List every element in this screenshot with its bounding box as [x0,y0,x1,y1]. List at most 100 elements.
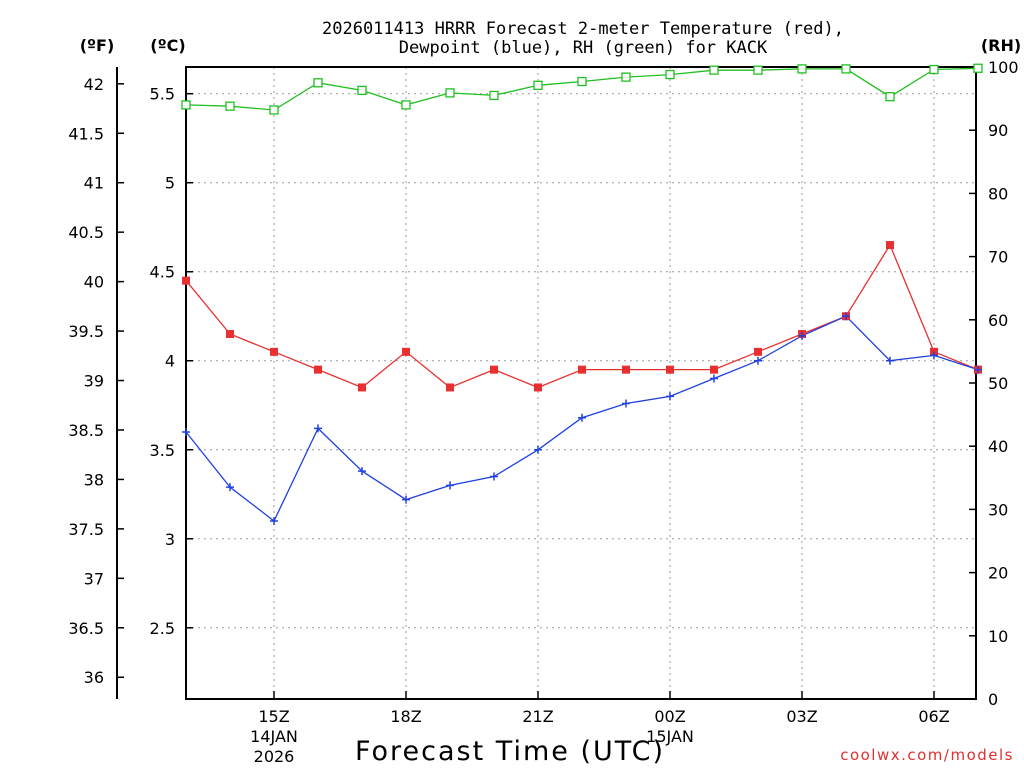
fahrenheit-tick-label: 40 [84,273,104,292]
time-tick-label: 03Z [786,707,817,726]
temperature-point [226,330,234,339]
rh-series-line [185,67,979,111]
rh-point [489,90,499,101]
temperature-point [710,365,718,374]
temperature-point [270,347,278,356]
temperature-point [314,365,322,374]
rh-point [313,78,323,88]
rh-point [181,100,191,110]
celsius-tick-label: 3 [165,530,175,549]
rh-point [797,64,807,74]
fahrenheit-tick-label: 36 [84,668,104,687]
temperature-point [534,383,542,392]
temperature-point [622,365,630,374]
fahrenheit-tick-label: 39 [84,372,104,391]
axis-unit-labels: (ºF) (ºC) (RH) [80,36,1021,55]
celsius-tick-label: 2.5 [150,619,175,638]
dewpoint-point [402,495,410,504]
rh-point [929,64,939,75]
dewpoint-point [182,427,190,436]
chart-title-line: Dewpoint (blue), RH (green) for KACK [399,38,768,58]
temperature-point [182,276,190,285]
time-tick-date-label: 2026 [254,747,295,766]
time-tick-label: 18Z [390,707,421,726]
rh-tick-label: 20 [988,564,1008,583]
dewpoint-point [490,472,498,481]
plot-frame [185,66,977,700]
rh-point [445,88,455,98]
temperature-point [446,383,454,392]
rh-tick-label: 70 [988,248,1008,267]
dewpoint-point [666,392,674,401]
rh-tick-label: 90 [988,121,1008,140]
temperature-point [886,241,894,250]
temperature-point [666,365,674,374]
celsius-tick-label: 4.5 [150,263,175,282]
chart-title: 2026011413 HRRR Forecast 2-meter Tempera… [322,19,844,58]
temperature-point [358,383,366,392]
rh-tick-label: 40 [988,437,1008,456]
x-axis-label: Forecast Time (UTC) [355,736,665,767]
rh-tick-label: 60 [988,311,1008,330]
celsius-tick-label: 3.5 [150,441,175,460]
rh-point [973,63,983,73]
rh-tick-label: 50 [988,374,1008,393]
celsius-unit-label: (ºC) [150,36,185,55]
fahrenheit-unit-label: (ºF) [80,36,115,55]
series-lines [185,67,979,523]
rh-axis: 0 10 20 30 40 50 60 70 80 90 100 [969,58,1019,709]
temperature-point [490,365,498,374]
time-tick-label: 06Z [918,707,949,726]
celsius-tick-label: 5.5 [150,85,175,104]
credit-text: coolwx.com/models [840,746,1014,764]
rh-tick-label: 80 [988,184,1008,203]
time-tick-date-label: 15JAN [646,727,694,746]
rh-point [577,76,587,87]
fahrenheit-tick-label: 38.5 [68,421,104,440]
rh-point [709,65,719,75]
fahrenheit-tick-label: 41.5 [68,124,104,143]
dewpoint-point [358,467,366,476]
rh-tick-label: 0 [988,690,998,709]
dewpoint-point [930,351,938,360]
dewpoint-point [974,365,982,374]
time-tick-label: 15Z [258,707,289,726]
rh-point [885,92,895,102]
rh-point [357,85,367,96]
dewpoint-point [446,481,454,490]
rh-point [401,100,411,110]
dewpoint-point [798,331,806,340]
fahrenheit-axis: 36 36.5 37 37.5 38 38.5 39 39.5 40 40.5 41 41.5 42 [68,75,124,687]
fahrenheit-tick-label: 42 [84,75,104,94]
temperature-point [754,347,762,356]
fahrenheit-tick-label: 40.5 [68,223,104,242]
dewpoint-point [842,312,850,321]
temperature-point [402,347,410,356]
axes [116,66,977,700]
time-tick-label: 21Z [522,707,553,726]
rh-point [621,72,631,82]
rh-tick-label: 100 [988,58,1019,77]
rh-tick-label: 10 [988,627,1008,646]
fahrenheit-tick-label: 37 [84,569,104,588]
series-markers [181,63,983,525]
rh-point [225,101,235,111]
rh-unit-label: (RH) [981,36,1021,55]
rh-point [269,105,279,115]
dewpoint-point [754,356,762,365]
dewpoint-point [270,516,278,525]
fahrenheit-tick-label: 41 [84,174,104,193]
dewpoint-point [314,424,322,433]
celsius-tick-label: 4 [165,352,175,371]
rh-point [841,64,851,74]
chart-title-line: 2026011413 HRRR Forecast 2-meter Tempera… [322,19,844,39]
grid-lines [186,67,976,699]
dewpoint-point [886,356,894,365]
dewpoint-point [226,483,234,492]
rh-point [533,80,543,90]
dewpoint-point [622,399,630,408]
fahrenheit-tick-label: 36.5 [68,619,104,638]
rh-tick-label: 30 [988,500,1008,519]
